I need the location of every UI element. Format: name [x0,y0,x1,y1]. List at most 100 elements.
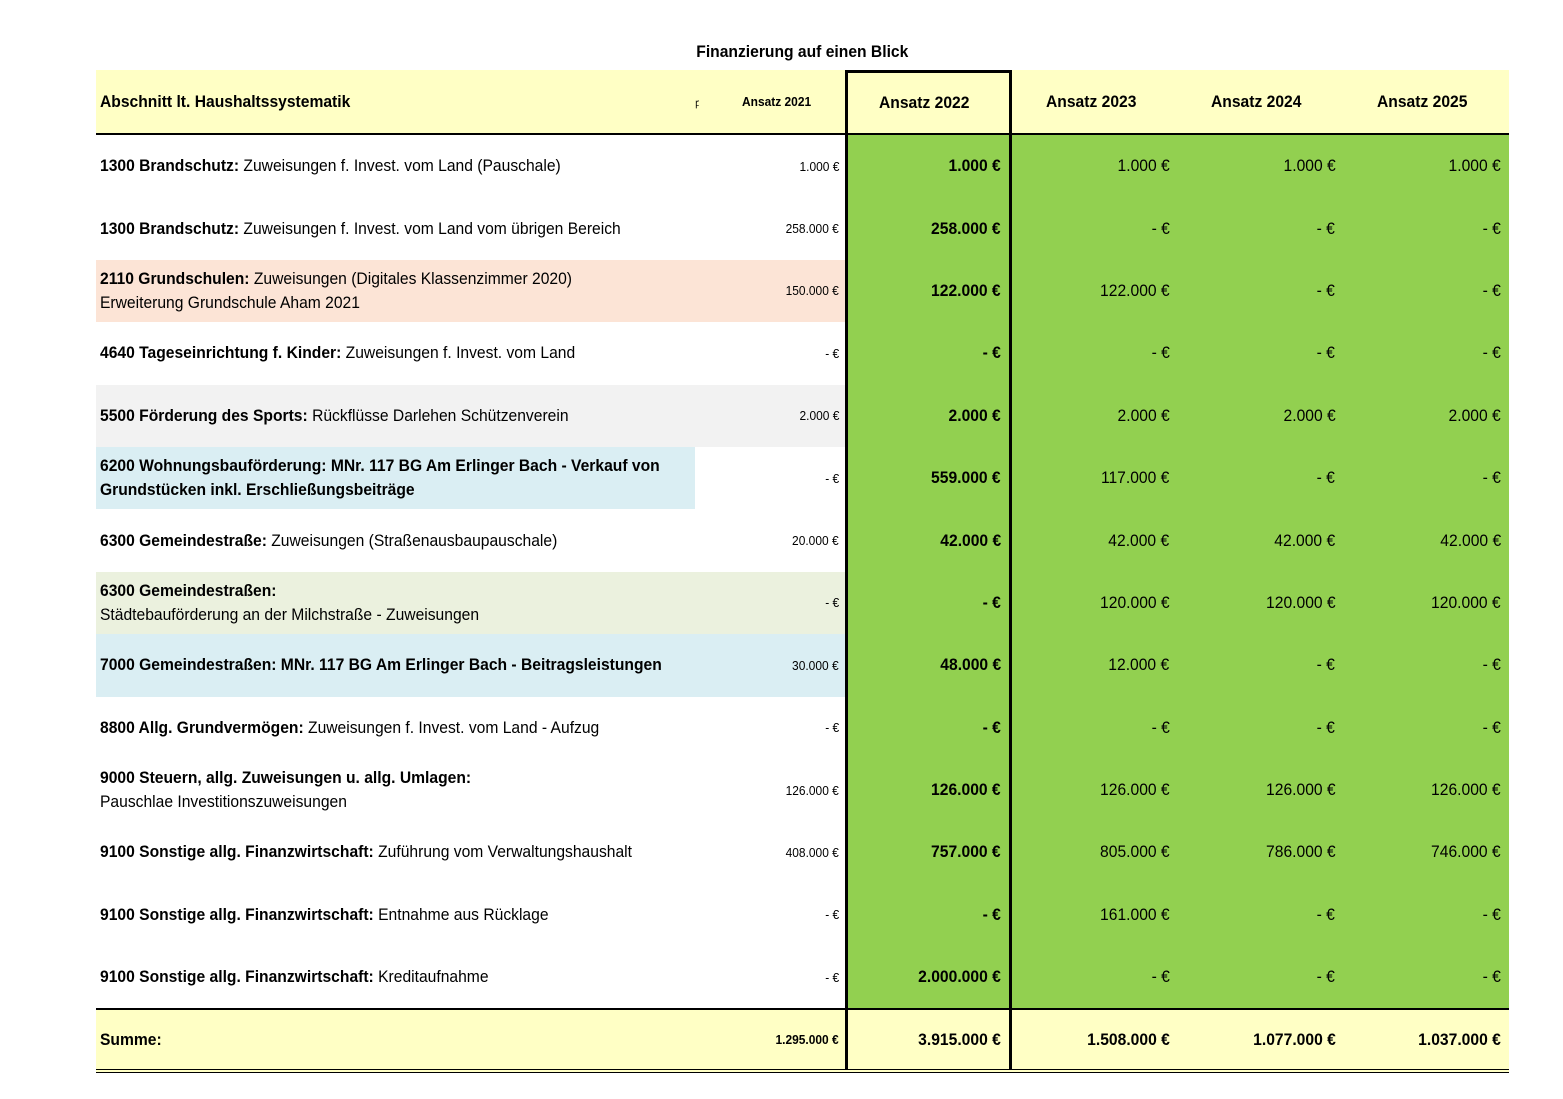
cell-y2021: - € [825,969,839,985]
row-label: 6200 Wohnungsbauförderung: MNr. 117 BG A… [96,446,695,510]
cell-y2023: - € [1012,696,1178,759]
header-2021: Ansatz 2021 [742,94,812,109]
cell-y2025: 2.000 € [1343,384,1509,447]
cell-y2024: 126.000 € [1177,758,1344,822]
header-2024: Ansatz 2024 [1211,91,1302,111]
table-body: 1300 Brandschutz: Zuweisungen f. Invest.… [96,135,1509,1009]
table-row: 9100 Sonstige allg. Finanzwirtschaft: Zu… [96,821,1509,884]
cell-y2023: - € [1012,197,1178,260]
cell-y2023: 126.000 € [1012,758,1178,822]
cell-y2025: - € [1343,696,1509,759]
cell-y2025: - € [1343,446,1509,510]
row-label: 4640 Tageseinrichtung f. Kinder: Zuweisu… [100,343,576,363]
row-label: 9100 Sonstige allg. Finanzwirtschaft: En… [100,904,549,924]
cell-y2025: - € [1343,634,1509,697]
cell-y2021: 1.000 € [799,158,839,174]
sum-2022: 3.915.000 € [845,1010,1012,1070]
cell-y2022: 559.000 € [845,446,1012,510]
cell-y2021: - € [825,470,839,486]
table-row: 5500 Förderung des Sports: Rückflüsse Da… [96,384,1509,447]
cell-y2022: - € [845,696,1012,759]
table-row: 6200 Wohnungsbauförderung: MNr. 117 BG A… [96,446,1509,510]
cell-y2022: 42.000 € [845,509,1012,572]
cell-y2025: 42.000 € [1343,509,1509,572]
cell-y2023: 122.000 € [1012,259,1178,323]
table-header: Abschnitt lt. Haushaltssystematik ꝼ Ansa… [96,70,1509,135]
row-label: 9100 Sonstige allg. Finanzwirtschaft: Zu… [100,842,632,862]
row-label: 8800 Allg. Grundvermögen: Zuweisungen f.… [100,717,600,737]
sum-2021: 1.295.000 € [775,1032,839,1048]
cell-y2021: 258.000 € [785,221,839,237]
cell-y2025: 120.000 € [1343,571,1509,635]
cell-y2023: 42.000 € [1012,509,1178,572]
table-row: 1300 Brandschutz: Zuweisungen f. Invest.… [96,135,1509,198]
cell-y2023: 161.000 € [1012,883,1178,947]
table-row: 9100 Sonstige allg. Finanzwirtschaft: Kr… [96,946,1509,1009]
cell-y2023: 1.000 € [1012,135,1178,198]
cell-y2022: 126.000 € [845,758,1012,822]
row-label: 2110 Grundschulen: Zuweisungen (Digitale… [96,259,695,323]
sum-label: Summe: [100,1029,162,1049]
header-2022: Ansatz 2022 [845,70,1012,133]
cell-y2021: 408.000 € [785,844,839,860]
cell-y2025: - € [1343,259,1509,323]
row-label: 1300 Brandschutz: Zuweisungen f. Invest.… [100,218,621,238]
cell-y2021: - € [825,907,839,923]
cell-y2025: - € [1343,322,1509,385]
row-label: 1300 Brandschutz: Zuweisungen f. Invest.… [100,156,561,176]
cell-y2025: 126.000 € [1343,758,1509,822]
header-section: Abschnitt lt. Haushaltssystematik [100,91,351,111]
row-label: 6300 Gemeindestraße: Zuweisungen (Straße… [100,530,558,550]
cell-y2023: 12.000 € [1012,634,1178,697]
cell-y2024: 1.000 € [1177,135,1344,198]
sum-row: Summe: 1.295.000 € 3.915.000 € 1.508.000… [96,1008,1509,1074]
table-row: 2110 Grundschulen: Zuweisungen (Digitale… [96,259,1509,323]
cell-y2022: - € [845,571,1012,635]
cell-y2025: - € [1343,946,1509,1009]
cell-y2025: 1.000 € [1343,135,1509,198]
cell-y2024: - € [1177,946,1344,1009]
table-row: 7000 Gemeindestraßen: MNr. 117 BG Am Erl… [96,634,1509,697]
cell-y2021: 20.000 € [792,533,839,549]
table-row: 6300 Gemeindestraßen: Städtebauförderung … [96,571,1509,635]
cell-y2021: - € [825,345,839,361]
sum-2023: 1.508.000 € [1087,1029,1170,1049]
cell-y2025: - € [1343,197,1509,260]
row-label: 5500 Förderung des Sports: Rückflüsse Da… [96,384,695,447]
cell-y2024: - € [1177,197,1344,260]
cell-y2022: - € [845,322,1012,385]
cell-y2022: 258.000 € [845,197,1012,260]
cell-y2021: - € [825,720,839,736]
cell-y2024: - € [1177,446,1344,510]
table-row: 6300 Gemeindestraße: Zuweisungen (Straße… [96,509,1509,572]
cell-y2021: 2.000 € [715,384,845,447]
cell-y2023: 805.000 € [1012,821,1178,884]
cell-y2023: 120.000 € [1012,571,1178,635]
cell-y2023: 2.000 € [1012,384,1178,447]
cell-y2024: - € [1177,883,1344,947]
cell-y2024: 120.000 € [1177,571,1344,635]
cell-y2023: - € [1012,322,1178,385]
cell-y2024: - € [1177,634,1344,697]
cell-y2023: 117.000 € [1012,446,1178,510]
page-title: Finanzierung auf einen Blick [696,42,909,61]
row-label: 9100 Sonstige allg. Finanzwirtschaft: Kr… [100,967,489,987]
sum-2024: 1.077.000 € [1252,1029,1336,1049]
table-row: 1300 Brandschutz: Zuweisungen f. Invest.… [96,197,1509,260]
cell-y2024: - € [1177,696,1344,759]
cell-y2022: 757.000 € [845,821,1012,884]
cell-y2022: 122.000 € [845,259,1012,323]
row-label: 9000 Steuern, allg. Zuweisungen u. allg.… [100,768,472,812]
cell-y2022: 48.000 € [845,634,1012,697]
cell-y2021: 150.000 € [715,259,845,323]
header-2025: Ansatz 2025 [1377,91,1468,111]
table-row: 8800 Allg. Grundvermögen: Zuweisungen f.… [96,696,1509,759]
table-row: 9100 Sonstige allg. Finanzwirtschaft: En… [96,883,1509,947]
table-row: 4640 Tageseinrichtung f. Kinder: Zuweisu… [96,322,1509,385]
row-label: 6300 Gemeindestraßen: Städtebauförderung … [96,571,695,635]
cell-y2021: - € [715,571,845,635]
cell-y2021: 30.000 € [715,634,845,697]
cell-y2024: 786.000 € [1177,821,1344,884]
cell-y2024: 42.000 € [1177,509,1344,572]
cell-y2024: 2.000 € [1177,384,1344,447]
